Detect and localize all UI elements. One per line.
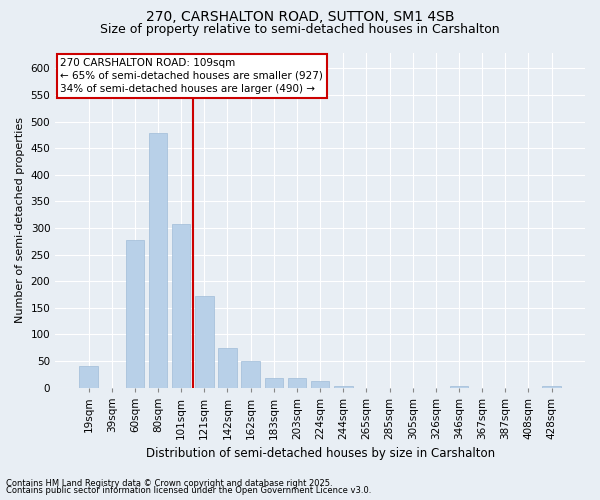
Bar — [334, 386, 353, 388]
Bar — [265, 378, 283, 388]
X-axis label: Distribution of semi-detached houses by size in Carshalton: Distribution of semi-detached houses by … — [146, 447, 494, 460]
Bar — [311, 381, 329, 388]
Bar — [79, 366, 98, 388]
Bar — [542, 386, 561, 388]
Y-axis label: Number of semi-detached properties: Number of semi-detached properties — [15, 117, 25, 323]
Text: 270 CARSHALTON ROAD: 109sqm
← 65% of semi-detached houses are smaller (927)
34% : 270 CARSHALTON ROAD: 109sqm ← 65% of sem… — [61, 58, 323, 94]
Bar — [450, 386, 468, 388]
Bar — [125, 240, 144, 388]
Text: Contains HM Land Registry data © Crown copyright and database right 2025.: Contains HM Land Registry data © Crown c… — [6, 478, 332, 488]
Bar — [218, 348, 237, 388]
Text: Size of property relative to semi-detached houses in Carshalton: Size of property relative to semi-detach… — [100, 22, 500, 36]
Bar — [172, 224, 190, 388]
Text: 270, CARSHALTON ROAD, SUTTON, SM1 4SB: 270, CARSHALTON ROAD, SUTTON, SM1 4SB — [146, 10, 454, 24]
Text: Contains public sector information licensed under the Open Government Licence v3: Contains public sector information licen… — [6, 486, 371, 495]
Bar — [195, 296, 214, 388]
Bar — [149, 134, 167, 388]
Bar — [241, 361, 260, 388]
Bar — [287, 378, 306, 388]
